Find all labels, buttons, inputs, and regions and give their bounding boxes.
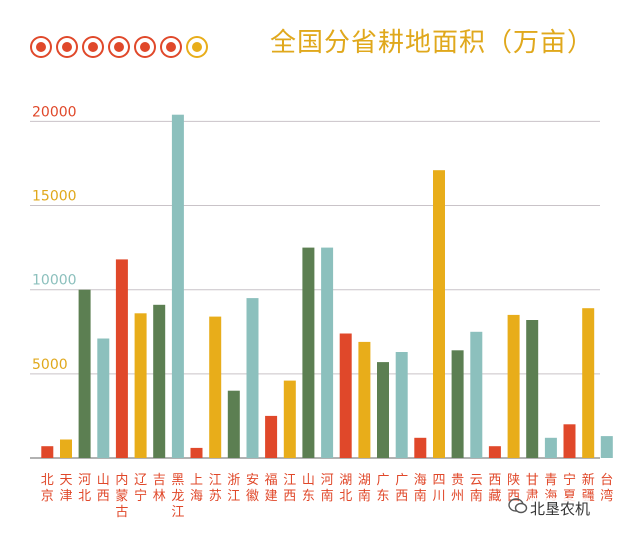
y-tick-label-3: 20000 xyxy=(32,104,77,120)
x-tick-label-5: 辽宁 xyxy=(134,473,147,504)
x-tick-label-3: 山西 xyxy=(97,473,110,504)
bar-18 xyxy=(377,362,389,458)
bar-24 xyxy=(488,446,501,458)
x-tick-label-10: 浙江 xyxy=(227,473,240,504)
x-tick-label-29: 新疆 xyxy=(582,472,595,504)
bar-1 xyxy=(60,439,72,458)
x-tick-label-4: 内蒙古 xyxy=(115,472,128,520)
x-tick-label-0: 北京 xyxy=(41,473,54,504)
chart-title: 全国分省耕地面积（万亩） xyxy=(270,28,595,58)
y-tick-label-0: 5000 xyxy=(32,357,68,373)
bar-26 xyxy=(526,320,539,458)
x-tick-labels: 北京天津河北山西内蒙古辽宁吉林黑龙江上海江苏浙江安徽福建江西山东河南湖北湖南广东… xyxy=(41,472,614,520)
x-tick-label-24: 西藏 xyxy=(488,473,501,504)
bar-2 xyxy=(78,289,91,458)
bar-23 xyxy=(470,331,483,458)
x-tick-label-13: 江西 xyxy=(283,473,296,504)
bar-7 xyxy=(171,114,184,458)
bar-6 xyxy=(153,304,166,458)
x-tick-label-6: 吉林 xyxy=(153,473,166,504)
dot-3 xyxy=(110,38,128,56)
x-tick-label-9: 江苏 xyxy=(209,473,222,504)
bar-12 xyxy=(265,415,278,458)
x-tick-label-19: 广西 xyxy=(395,473,408,504)
bar-28 xyxy=(563,424,576,458)
x-tick-label-18: 广东 xyxy=(376,473,389,504)
x-tick-label-12: 福建 xyxy=(265,473,278,504)
bar-27 xyxy=(544,437,557,458)
dot-4 xyxy=(136,38,154,56)
x-tick-label-11: 安徽 xyxy=(246,473,259,504)
bar-8 xyxy=(190,447,203,458)
x-tick-label-21: 四川 xyxy=(432,473,445,504)
bar-21 xyxy=(433,170,445,458)
bar-11 xyxy=(246,298,259,458)
bar-19 xyxy=(395,352,408,458)
bar-14 xyxy=(302,247,315,458)
x-tick-label-2: 河北 xyxy=(78,473,91,504)
bars xyxy=(41,114,613,458)
dot-5 xyxy=(162,38,180,56)
x-tick-label-22: 贵州 xyxy=(451,473,464,504)
x-tick-label-14: 山东 xyxy=(302,473,315,504)
bar-4 xyxy=(115,259,128,458)
dot-0 xyxy=(32,38,50,56)
x-tick-label-20: 海南 xyxy=(414,473,427,504)
x-tick-label-17: 湖南 xyxy=(358,473,371,504)
bar-25 xyxy=(507,314,520,458)
x-tick-label-23: 云南 xyxy=(470,473,483,504)
bar-15 xyxy=(321,247,334,458)
x-tick-label-30: 台湾 xyxy=(600,473,613,504)
bar-30 xyxy=(600,436,613,458)
y-tick-label-1: 10000 xyxy=(32,273,77,289)
x-tick-label-7: 黑龙江 xyxy=(171,473,184,520)
dot-1 xyxy=(58,38,76,56)
bar-10 xyxy=(227,390,240,458)
bar-16 xyxy=(339,333,352,458)
x-tick-label-8: 上海 xyxy=(190,473,203,504)
decorative-dots xyxy=(30,36,208,58)
bar-9 xyxy=(209,316,222,458)
bar-22 xyxy=(451,350,464,458)
dot-2 xyxy=(84,38,102,56)
bar-0 xyxy=(41,446,54,458)
wechat-icon xyxy=(508,498,528,514)
bar-3 xyxy=(97,338,110,458)
bar-17 xyxy=(358,341,371,458)
x-tick-label-1: 天津 xyxy=(59,473,72,504)
bar-29 xyxy=(582,308,595,458)
y-tick-labels: 5000 10000 15000 20000 xyxy=(32,104,77,372)
x-tick-label-15: 河南 xyxy=(321,473,334,504)
dot-6 xyxy=(188,38,206,56)
bar-20 xyxy=(414,437,427,458)
bar-5 xyxy=(134,313,147,458)
watermark: 北垦农机 xyxy=(530,498,591,519)
x-tick-label-25: 陕西 xyxy=(507,473,520,504)
x-tick-label-16: 湖北 xyxy=(339,473,352,504)
bar-13 xyxy=(283,380,296,458)
y-tick-label-2: 15000 xyxy=(32,189,77,205)
